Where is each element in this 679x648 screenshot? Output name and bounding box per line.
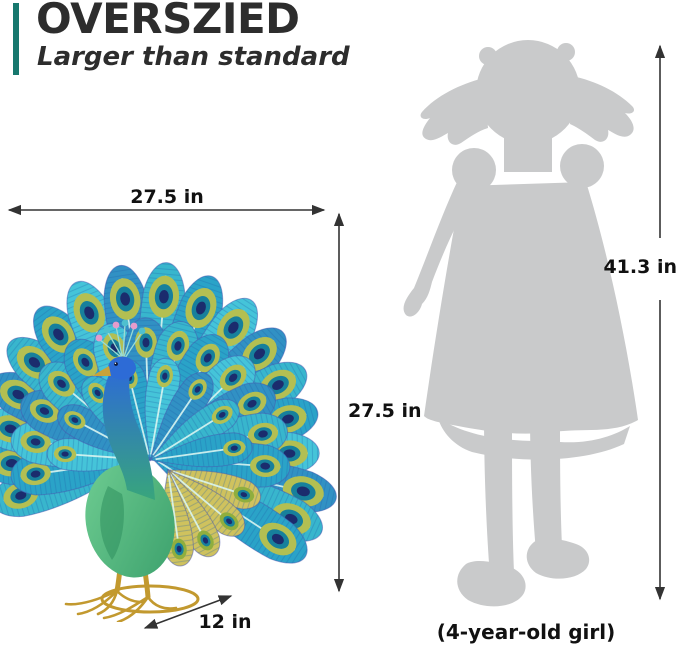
peacock-beak: [92, 366, 111, 376]
depth-dimension-label: 12 in: [198, 611, 252, 633]
page-title: OVERSZIED: [36, 0, 300, 43]
peacock-statue-image: [0, 262, 337, 622]
peacock-wing: [100, 486, 124, 560]
depth-dimension-arrow: [143, 595, 233, 629]
peacock-body: [64, 319, 200, 622]
girl-silhouette: [403, 40, 638, 607]
width-dimension-label: 27.5 in: [130, 186, 204, 208]
peacock-head: [108, 356, 136, 380]
girl-caption: (4-year-old girl): [436, 620, 616, 644]
girl-height-label: 41.3 in: [603, 256, 677, 278]
page-subtitle: Larger than standard: [37, 42, 350, 72]
header-accent-bar: [13, 3, 19, 75]
height-dimension-label: 27.5 in: [348, 400, 422, 422]
peacock-tail-fan: [0, 262, 337, 567]
peacock-crest: [95, 319, 146, 359]
